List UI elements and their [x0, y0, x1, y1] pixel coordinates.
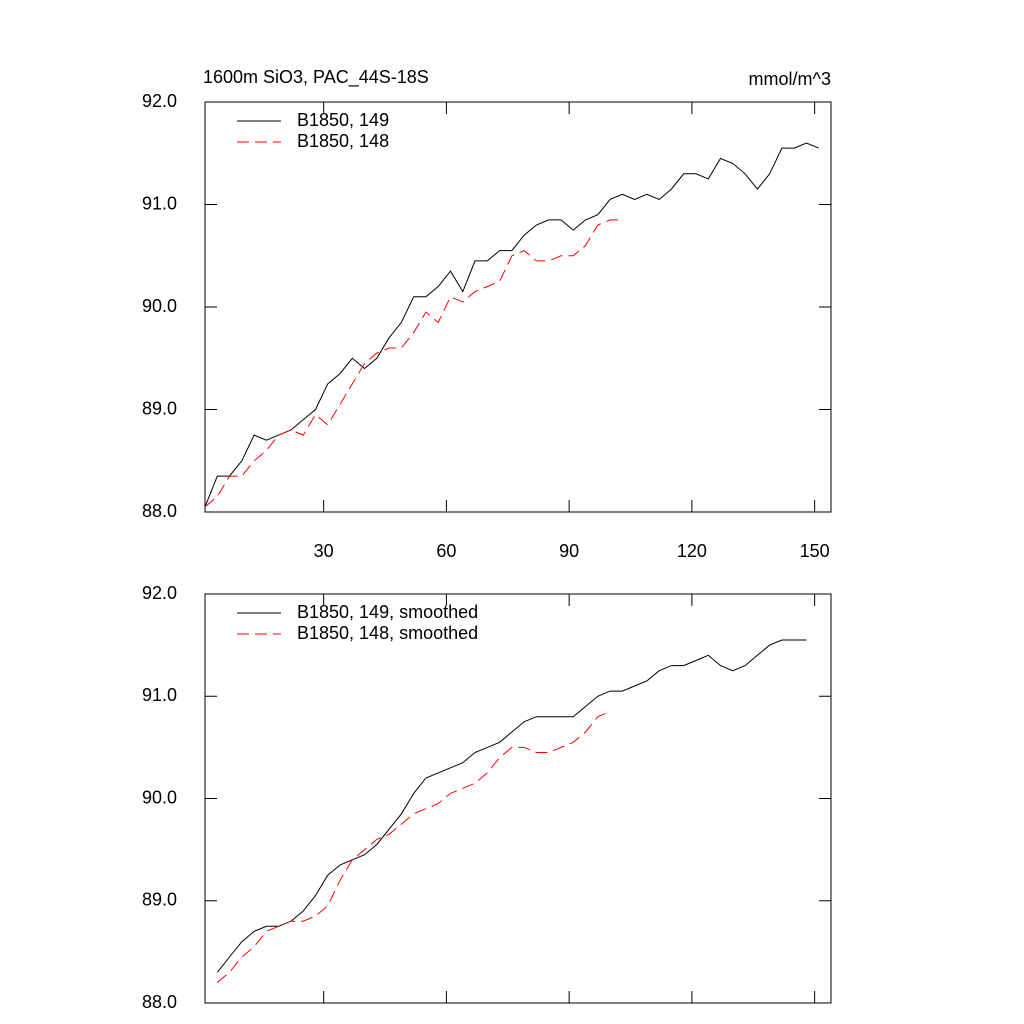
y-tick-label: 90.0 — [142, 296, 177, 316]
y-tick-label: 89.0 — [142, 890, 177, 910]
chart-title: 1600m SiO3, PAC_44S-18S — [203, 67, 429, 88]
y-tick-label: 92.0 — [142, 91, 177, 111]
y-tick-label: 90.0 — [142, 787, 177, 807]
x-tick-label: 30 — [314, 541, 334, 561]
legend-label: B1850, 148, smoothed — [297, 623, 478, 643]
legend-label: B1850, 148 — [297, 131, 389, 151]
y-tick-label: 89.0 — [142, 398, 177, 418]
units-label: mmol/m^3 — [749, 69, 831, 89]
y-tick-label: 92.0 — [142, 583, 177, 603]
series-line — [204, 219, 623, 508]
plot-frame — [204, 101, 832, 513]
series-line — [204, 142, 819, 508]
x-tick-label: 90 — [559, 541, 579, 561]
series-line — [216, 711, 611, 983]
series-line — [216, 639, 807, 973]
x-tick-label: 120 — [677, 541, 707, 561]
y-tick-label: 91.0 — [142, 685, 177, 705]
x-tick-label: 60 — [436, 541, 456, 561]
x-tick-label: 150 — [800, 541, 830, 561]
y-tick-label: 91.0 — [142, 193, 177, 213]
legend-label: B1850, 149, smoothed — [297, 602, 478, 622]
legend-label: B1850, 149 — [297, 110, 389, 130]
y-tick-label: 88.0 — [142, 992, 177, 1012]
y-tick-label: 88.0 — [142, 501, 177, 521]
plot-frame — [204, 593, 832, 1004]
